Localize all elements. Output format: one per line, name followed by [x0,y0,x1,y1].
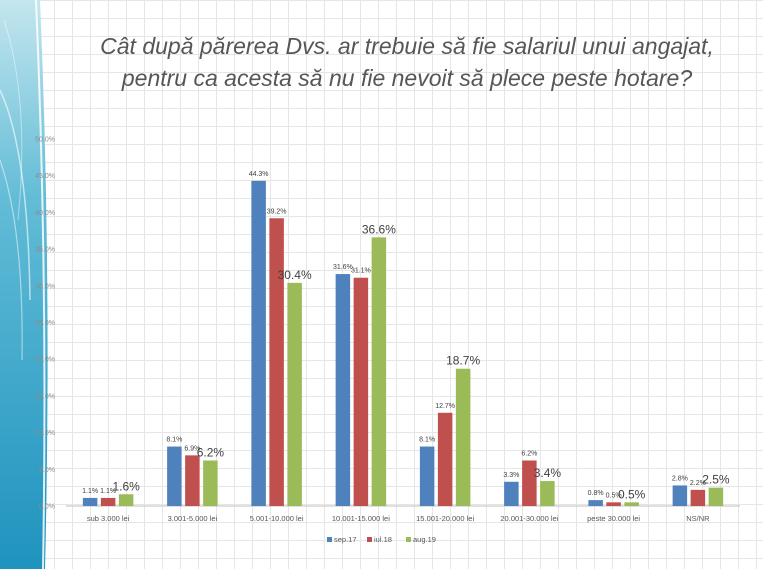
y-tick-label: 50.0% [35,137,55,144]
bar [588,500,603,506]
bar [100,497,116,506]
y-tick-label: 5.0% [39,467,55,474]
legend-label: iul.18 [374,535,392,544]
data-label: 39.2% [267,208,287,215]
data-label: 2.8% [672,475,688,482]
data-label: 6.9% [184,445,200,452]
bar [708,487,724,506]
data-label: 30.4% [278,268,312,282]
data-label: 2.2% [690,480,706,487]
bar [455,368,471,506]
bar [335,274,351,506]
data-label: 0.5% [618,487,646,501]
data-label: 3.4% [534,466,562,480]
bar [419,446,435,506]
chart-title: Cât după părerea Dvs. ar trebuie să fie … [62,30,752,94]
legend-label: aug.19 [413,535,436,544]
chart-title-line-2: pentru ca acesta să nu fie nevoit să ple… [121,65,693,91]
category-label: 20.001-30.000 lei [500,514,558,523]
y-tick-label: 25.0% [35,320,55,327]
y-tick-label: 30.0% [35,283,55,290]
bar [672,485,688,506]
bar [118,494,134,506]
data-label: 31.6% [333,264,353,271]
data-label: 0.5% [606,492,622,499]
data-label: 36.6% [362,222,396,236]
data-label: 6.2% [197,445,225,459]
bar [504,481,519,506]
y-tick-label: 15.0% [35,393,55,400]
legend-swatch [406,537,411,542]
y-tick-label: 45.0% [35,173,55,180]
bar [203,460,218,506]
bar [690,489,706,506]
left-decoration [0,0,60,569]
y-tick-label: 20.0% [35,357,55,364]
bar [437,412,453,506]
legend-swatch [367,537,372,542]
category-label: 5.001-10.000 lei [250,514,304,523]
data-label: 1.6% [112,479,140,493]
data-label: 8.1% [419,437,435,444]
data-label: 44.3% [249,171,269,178]
legend-label: sep.17 [334,535,357,544]
y-tick-label: 40.0% [35,210,55,217]
data-label: 3.3% [503,472,519,479]
bar [167,446,182,506]
bar [371,237,387,506]
bar [287,282,302,506]
y-tick-label: 35.0% [35,247,55,254]
chart-title-line-1: Cât după părerea Dvs. ar trebuie să fie … [100,33,714,59]
category-label: 10.001-15.000 lei [332,514,390,523]
category-label: NS/NR [686,514,710,523]
legend-swatch [327,537,332,542]
bar [82,497,98,506]
bar [606,502,621,506]
category-label: 15.001-20.000 lei [416,514,474,523]
category-label: peste 30.000 lei [587,514,640,523]
bar [269,218,284,506]
data-label: 31.1% [351,268,371,275]
y-tick-label: 0.0% [39,504,55,511]
bar [624,502,639,506]
bar [353,277,369,506]
bar [251,180,266,506]
data-label: 1.1% [100,488,116,495]
data-label: 1.1% [82,488,98,495]
data-label: 18.7% [446,354,480,368]
bar [522,460,537,506]
data-label: 2.5% [702,473,730,487]
data-label: 6.2% [521,450,537,457]
data-label: 12.7% [435,403,455,410]
category-label: 3.001-5.000 lei [168,514,218,523]
category-label: sub 3.000 lei [87,514,130,523]
y-tick-label: 10.0% [35,430,55,437]
bar [540,481,555,506]
data-label: 0.8% [588,490,604,497]
data-label: 8.1% [166,437,182,444]
bar [185,455,200,506]
